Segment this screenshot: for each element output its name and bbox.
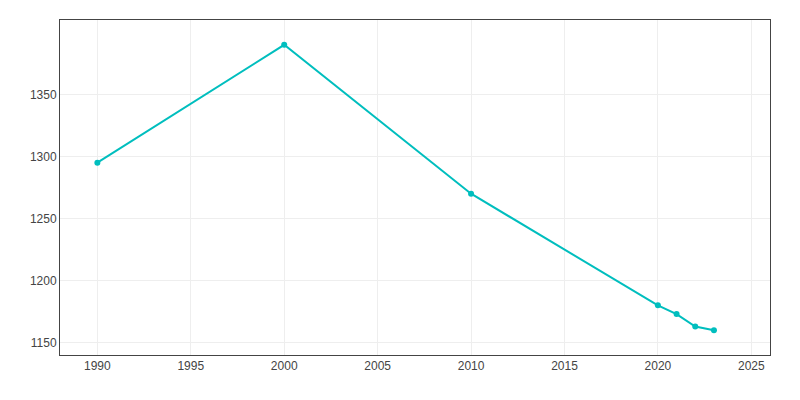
- svg-text:1990: 1990: [84, 359, 111, 373]
- svg-text:1995: 1995: [177, 359, 204, 373]
- svg-text:1250: 1250: [30, 212, 57, 226]
- svg-text:1150: 1150: [31, 336, 57, 350]
- svg-text:2025: 2025: [738, 359, 765, 373]
- svg-text:2020: 2020: [645, 359, 672, 373]
- svg-text:1350: 1350: [30, 88, 57, 102]
- svg-text:1200: 1200: [30, 274, 57, 288]
- svg-text:2015: 2015: [551, 359, 578, 373]
- svg-text:1300: 1300: [30, 150, 57, 164]
- svg-text:2005: 2005: [364, 359, 391, 373]
- svg-text:2000: 2000: [271, 359, 298, 373]
- svg-text:2010: 2010: [458, 359, 485, 373]
